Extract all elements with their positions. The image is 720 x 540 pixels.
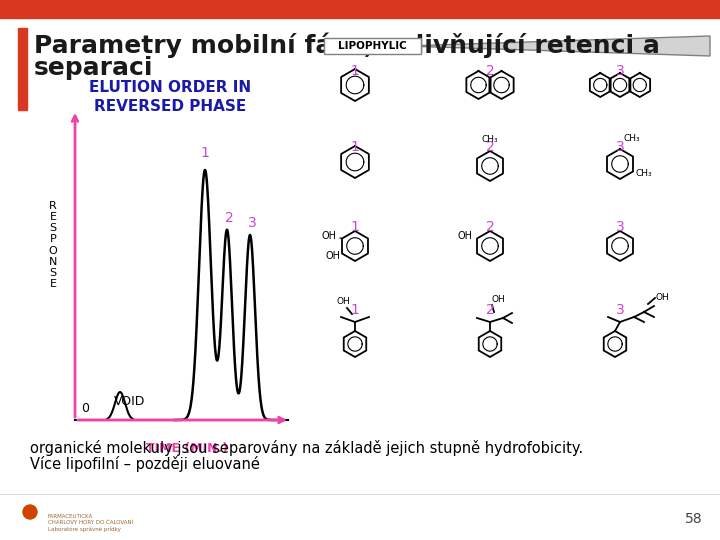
- Text: separaci: separaci: [34, 56, 153, 80]
- Text: Parametry mobilní fáze, ovlivňující retenci a: Parametry mobilní fáze, ovlivňující rete…: [34, 32, 660, 57]
- Text: OH: OH: [492, 295, 505, 305]
- Text: ELUTION ORDER IN
REVERSED PHASE: ELUTION ORDER IN REVERSED PHASE: [89, 80, 251, 113]
- Text: VOID: VOID: [114, 395, 145, 408]
- Text: 1: 1: [351, 303, 359, 317]
- Text: R
E
S
P
O
N
S
E: R E S P O N S E: [49, 201, 58, 289]
- Text: TIME (MIN.): TIME (MIN.): [146, 442, 228, 455]
- Text: OH: OH: [336, 298, 350, 307]
- Polygon shape: [405, 36, 710, 56]
- Text: CH₃: CH₃: [482, 135, 498, 144]
- Text: OH: OH: [326, 251, 341, 261]
- Text: organické molekuly jsou separovány na základě jejich stupně hydrofobicity.: organické molekuly jsou separovány na zá…: [30, 440, 583, 456]
- Text: FARMACEUTICKÁ
CHARLOVY HORY DO ČALOVANÍ
Laboratóre správné prídky: FARMACEUTICKÁ CHARLOVY HORY DO ČALOVANÍ …: [48, 514, 133, 532]
- Text: CH₃: CH₃: [624, 134, 641, 143]
- Text: OH: OH: [322, 231, 337, 241]
- FancyBboxPatch shape: [324, 38, 421, 54]
- Text: OH: OH: [656, 293, 670, 301]
- Text: 58: 58: [685, 512, 703, 526]
- Text: 3: 3: [248, 216, 256, 230]
- Text: OH: OH: [457, 231, 472, 241]
- Circle shape: [23, 505, 37, 519]
- Text: 1: 1: [351, 64, 359, 78]
- Bar: [0, 0, 720, 18]
- Text: 3: 3: [616, 140, 624, 154]
- Text: 3: 3: [616, 303, 624, 317]
- Text: 1: 1: [351, 140, 359, 154]
- Text: 3: 3: [616, 64, 624, 78]
- Text: 2: 2: [485, 64, 495, 78]
- Text: 2: 2: [225, 211, 233, 225]
- Text: 2: 2: [485, 303, 495, 317]
- Text: Více lipofilní – později eluované: Více lipofilní – později eluované: [30, 456, 260, 472]
- Text: 2: 2: [485, 140, 495, 154]
- Text: 1: 1: [351, 220, 359, 234]
- Text: 1: 1: [201, 146, 210, 160]
- Text: LIPOPHYLIC: LIPOPHYLIC: [338, 41, 406, 51]
- Text: CH₃: CH₃: [636, 170, 652, 179]
- Text: 3: 3: [616, 220, 624, 234]
- Bar: [18, 28, 27, 110]
- Text: 2: 2: [485, 220, 495, 234]
- Text: 0: 0: [81, 402, 89, 415]
